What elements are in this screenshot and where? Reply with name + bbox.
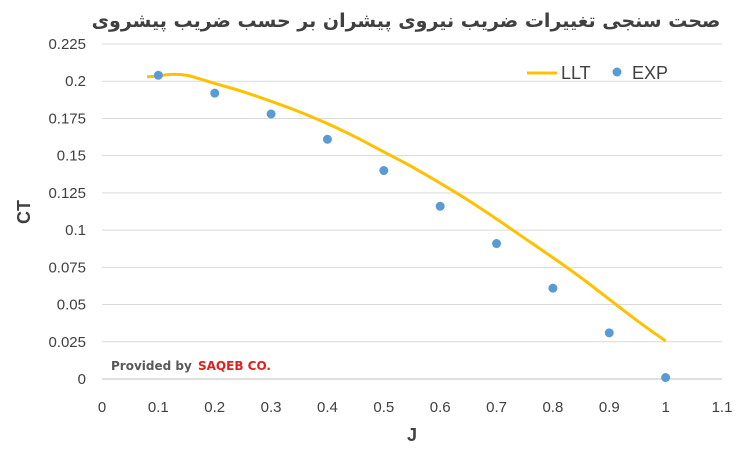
legend-llt-label: LLT bbox=[561, 63, 591, 83]
data-point-exp bbox=[435, 201, 445, 211]
watermark-brand: SAQEB CO. bbox=[198, 359, 271, 373]
data-point-exp bbox=[322, 134, 332, 144]
data-point-exp bbox=[379, 166, 389, 176]
series-line-llt bbox=[146, 72, 667, 343]
data-point-exp bbox=[210, 88, 220, 98]
y-tick-label: 0.1 bbox=[65, 222, 86, 239]
x-tick-label: 0 bbox=[98, 399, 106, 416]
legend: LLT EXP bbox=[527, 63, 668, 83]
y-tick-labels: 0 0.025 0.05 0.075 0.1 0.125 0.15 0.175 0.2 0.225 bbox=[48, 36, 86, 388]
data-point-exp bbox=[492, 239, 502, 249]
x-tick-label: 1.1 bbox=[712, 399, 733, 416]
gridlines bbox=[102, 43, 722, 343]
legend-exp-swatch bbox=[612, 67, 622, 77]
y-axis-title: CT bbox=[14, 200, 34, 224]
x-tick-label: 0.3 bbox=[261, 399, 282, 416]
y-tick-label: 0.025 bbox=[48, 334, 86, 351]
x-tick-label: 0.8 bbox=[542, 399, 563, 416]
x-axis-title: J bbox=[407, 425, 417, 445]
y-tick-label: 0.2 bbox=[65, 73, 86, 90]
y-tick-label: 0.225 bbox=[48, 36, 86, 53]
series-layer bbox=[146, 70, 671, 383]
y-tick-label: 0.05 bbox=[57, 297, 86, 314]
y-tick-label: 0.075 bbox=[48, 259, 86, 276]
y-tick-label: 0.175 bbox=[48, 110, 86, 127]
watermark-prefix: Provided by bbox=[111, 359, 192, 373]
x-tick-label: 0.7 bbox=[486, 399, 507, 416]
x-tick-label: 0.9 bbox=[599, 399, 620, 416]
x-tick-label: 0.2 bbox=[204, 399, 225, 416]
y-tick-label: 0.15 bbox=[57, 148, 86, 165]
x-tick-label: 0.5 bbox=[373, 399, 394, 416]
y-tick-label: 0 bbox=[78, 371, 86, 388]
watermark: Provided by SAQEB CO. bbox=[111, 359, 271, 373]
data-point-exp bbox=[548, 283, 558, 293]
data-point-exp bbox=[153, 70, 163, 80]
x-tick-label: 0.6 bbox=[430, 399, 451, 416]
x-tick-label: 1 bbox=[661, 399, 669, 416]
chart-title: صحت سنجی تغییرات ضریب نیروی پیشران بر حس… bbox=[92, 10, 721, 32]
legend-exp-label: EXP bbox=[632, 63, 668, 83]
x-tick-label: 0.1 bbox=[148, 399, 169, 416]
data-point-exp bbox=[661, 373, 671, 383]
x-tick-label: 0.4 bbox=[317, 399, 338, 416]
data-point-exp bbox=[266, 109, 276, 119]
x-tick-labels: 0 0.1 0.2 0.3 0.4 0.5 0.6 0.7 0.8 0.9 1 1.1 bbox=[98, 399, 733, 416]
data-point-exp bbox=[604, 328, 614, 338]
y-tick-label: 0.125 bbox=[48, 185, 86, 202]
